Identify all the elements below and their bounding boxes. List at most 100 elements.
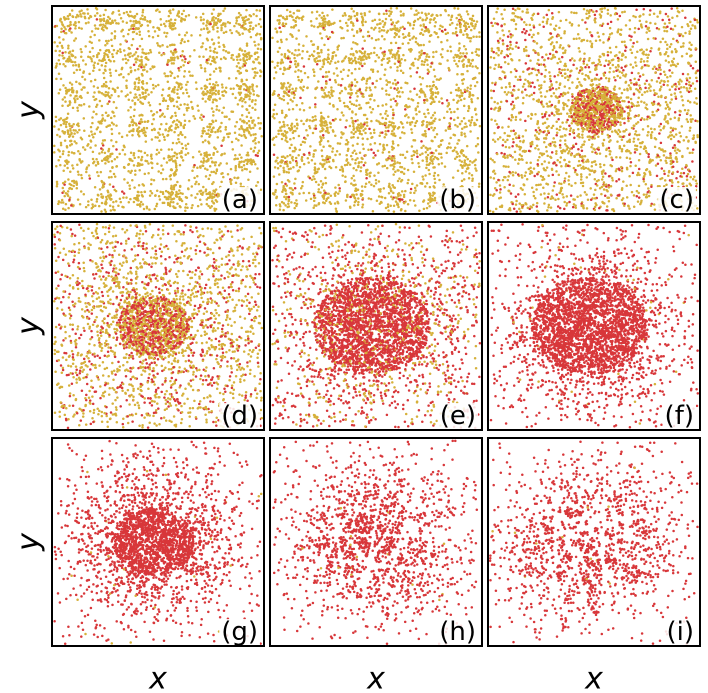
scatter-point — [354, 57, 357, 60]
scatter-point — [395, 83, 398, 86]
scatter-point — [65, 91, 68, 94]
scatter-point — [363, 12, 366, 15]
scatter-point — [254, 99, 257, 102]
scatter-point — [163, 53, 166, 56]
scatter-point — [187, 152, 190, 155]
scatter-point — [313, 58, 316, 61]
scatter-point — [123, 192, 126, 195]
scatter-point — [428, 128, 431, 131]
scatter-point — [463, 126, 466, 129]
scatter-point — [352, 167, 355, 170]
scatter-point — [518, 208, 521, 211]
scatter-point — [248, 126, 251, 129]
scatter-point — [177, 67, 180, 70]
scatter-point — [236, 20, 239, 23]
scatter-point — [332, 119, 335, 122]
scatter-point — [457, 169, 460, 172]
scatter-point — [142, 203, 145, 206]
scatter-point — [105, 91, 108, 94]
scatter-point — [202, 18, 205, 21]
scatter-point — [215, 90, 218, 93]
scatter-point — [554, 141, 557, 144]
scatter-point — [432, 19, 435, 22]
scatter-point — [110, 74, 113, 77]
scatter-point — [91, 47, 94, 50]
scatter-point — [466, 90, 469, 93]
scatter-point — [67, 178, 70, 181]
scatter-point — [286, 18, 289, 21]
scatter-point — [136, 13, 139, 16]
scatter-point — [89, 36, 92, 39]
scatter-point — [102, 184, 105, 187]
scatter-point — [460, 151, 463, 154]
scatter-point — [80, 88, 83, 91]
scatter-point — [413, 88, 416, 91]
scatter-point — [478, 185, 481, 188]
scatter-point — [414, 122, 417, 125]
scatter-point — [282, 95, 285, 98]
scatter-point — [457, 89, 460, 92]
scatter-point — [175, 81, 178, 84]
scatter-point — [65, 121, 68, 124]
scatter-point — [187, 143, 190, 146]
scatter-point — [674, 128, 677, 131]
scatter-point — [192, 115, 195, 118]
scatter-point — [243, 121, 246, 124]
scatter-point — [62, 38, 65, 41]
scatter-point — [381, 131, 384, 134]
scatter-point — [244, 20, 247, 23]
scatter-point — [656, 175, 659, 178]
scatter-point — [599, 55, 602, 58]
scatter-point — [248, 90, 251, 93]
scatter-point — [137, 82, 140, 85]
scatter-point — [353, 104, 356, 107]
scatter-point — [312, 132, 315, 135]
scatter-point — [381, 87, 384, 90]
scatter-point — [537, 32, 540, 35]
scatter-point — [663, 173, 666, 176]
scatter-point — [100, 193, 103, 196]
scatter-point — [289, 161, 292, 164]
scatter-point — [568, 201, 571, 204]
scatter-point — [333, 72, 336, 75]
scatter-point — [440, 140, 443, 143]
scatter-point — [133, 109, 136, 112]
scatter-point — [215, 108, 218, 111]
scatter-point — [107, 149, 110, 152]
scatter-point — [649, 13, 652, 16]
scatter-point — [387, 203, 390, 206]
scatter-point — [66, 167, 69, 170]
scatter-point — [460, 91, 463, 94]
scatter-point — [168, 127, 171, 130]
scatter-point — [403, 132, 406, 135]
scatter-point — [256, 155, 259, 158]
scatter-point — [271, 60, 274, 63]
scatter-point — [399, 137, 402, 140]
scatter-point — [449, 24, 452, 27]
scatter-point — [252, 150, 255, 153]
scatter-point — [379, 78, 382, 81]
scatter-point — [454, 157, 457, 160]
scatter-point — [103, 77, 106, 80]
scatter-point — [82, 71, 85, 74]
scatter-point — [68, 30, 71, 33]
scatter-point — [134, 173, 137, 176]
scatter-point — [158, 139, 161, 142]
scatter-point — [324, 177, 327, 180]
scatter-point — [143, 69, 146, 72]
scatter-point — [464, 30, 467, 33]
scatter-point — [378, 195, 381, 198]
scatter-point — [478, 182, 481, 185]
scatter-point — [110, 117, 113, 120]
scatter-point — [317, 52, 320, 55]
scatter-point — [451, 22, 454, 25]
scatter-point — [622, 180, 625, 183]
scatter-point — [92, 151, 95, 154]
scatter-point — [407, 203, 410, 206]
scatter-point — [296, 124, 299, 127]
scatter-point — [349, 96, 352, 99]
scatter-point — [689, 127, 692, 130]
scatter-point — [437, 174, 440, 177]
scatter-point — [362, 24, 365, 27]
scatter-point — [241, 100, 244, 103]
